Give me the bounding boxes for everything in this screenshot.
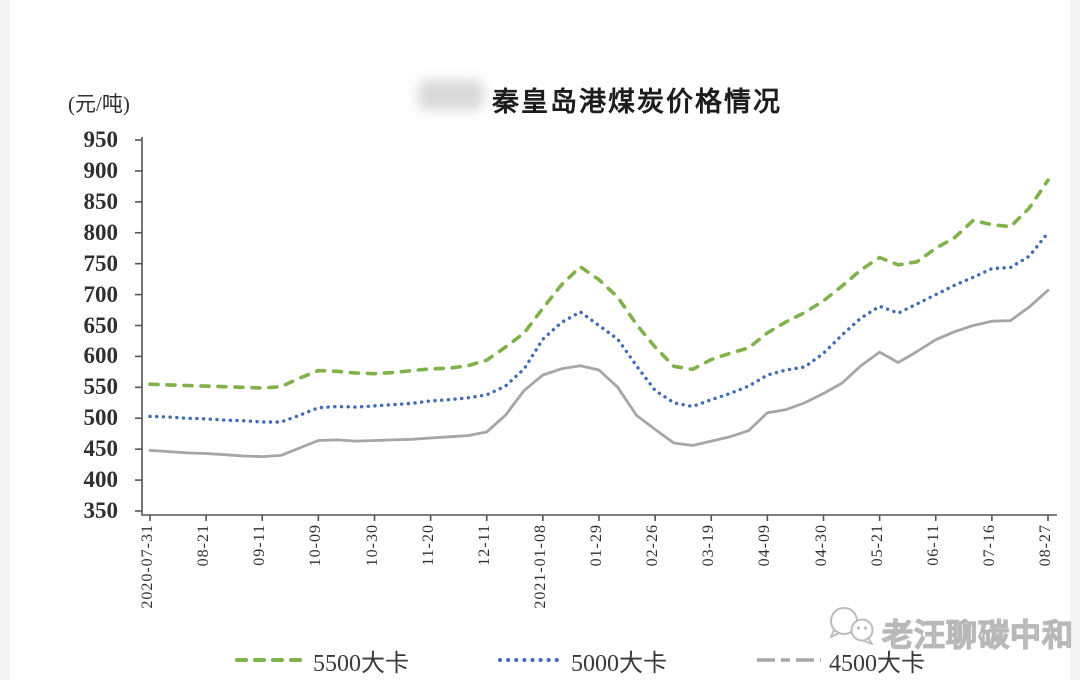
y-axis-tick-label: 550 [83,374,119,400]
series-line-4500大卡 [148,288,1050,459]
y-axis-tick-label: 800 [83,219,119,245]
legend-marker-dash-gray [757,658,821,662]
x-axis-tick-label: 08-27 [1037,524,1054,567]
y-axis-tick-label: 850 [83,188,119,214]
chart-title-row: 秦皇岛港煤炭价格情况 [0,38,1080,117]
x-axis-tick-label: 11-20 [419,524,437,566]
page-right-margin [1070,0,1080,680]
chart-title: 秦皇岛港煤炭价格情况 [492,87,782,117]
y-axis-tick-label: 650 [83,312,119,338]
axis-lines [141,137,1057,516]
x-axis-tick-label: 04-30 [812,524,830,567]
y-axis-tick-label: 500 [83,405,119,431]
legend-marker-dashed-green [235,658,307,662]
y-axis-tick-label: 450 [83,436,119,462]
x-axis-tick-label: 10-30 [363,524,381,567]
legend-label-5000: 5000大卡 [571,650,667,677]
legend-label-5500: 5500大卡 [313,650,409,677]
page-left-margin [0,0,10,680]
legend-item-5500: 5500大卡 [235,644,409,677]
x-axis-tick-label: 2020-07-31 [139,524,156,609]
x-axis-tick-label: 08-21 [195,524,213,567]
x-axis-tick-label: 06-11 [924,524,942,566]
y-axis-tick-label: 900 [83,157,119,183]
y-axis-tick-label: 400 [83,467,119,493]
legend-label-4500: 4500大卡 [829,650,925,677]
watermark-text: 老汪聊碳中和 [881,617,1074,653]
y-axis-tick-label: 950 [83,127,119,152]
x-axis-tick-label: 09-11 [251,524,269,566]
redacted-logo [418,80,484,110]
x-axis-tick-label: 07-16 [980,524,998,567]
y-axis-unit-label: (元/吨) [68,92,130,116]
legend-item-5000: 5000大卡 [497,644,667,677]
x-axis-tick-label: 03-19 [700,524,718,567]
x-axis-tick-label: 02-26 [644,524,662,567]
y-axis-tick-label: 750 [83,250,119,276]
x-axis-tick-label: 01-29 [588,524,605,567]
watermark: 老汪聊碳中和 [824,604,1074,655]
series-line-5500大卡 [148,178,1050,390]
legend-marker-dotted-blue [498,658,565,662]
y-axis-tick-label: 350 [83,498,119,523]
x-axis-tick-label: 04-09 [756,524,774,567]
chart-legend: 5500大卡 5000大卡 4500大卡 [0,640,1080,677]
legend-item-4500: 4500大卡 [755,644,925,677]
x-axis-tick-label: 12-11 [475,524,493,566]
y-axis-tick-label: 700 [83,281,119,307]
x-axis-tick-label: 2021-01-08 [531,524,549,609]
x-axis-tick-label: 10-09 [307,524,325,567]
wechat-bubbles-icon [830,607,874,645]
x-axis-tick-label: 05-21 [868,524,886,567]
y-axis-tick-label: 600 [83,343,119,369]
